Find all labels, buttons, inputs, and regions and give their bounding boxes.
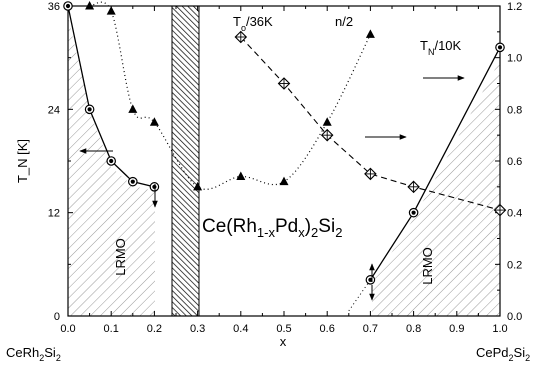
y-left-tick-label: 24 — [48, 104, 60, 116]
tn-point-core — [87, 107, 92, 112]
x-tick-label: 0.6 — [320, 323, 335, 335]
tn-point-core — [109, 158, 114, 164]
crossover-band — [171, 5, 200, 317]
x-tick-label: 0.1 — [104, 323, 119, 335]
n-point — [236, 171, 246, 180]
lrmo-label-left: LRMO — [113, 238, 128, 276]
x-tick-label: 0.8 — [406, 323, 421, 335]
x-tick-label: 0.4 — [233, 323, 248, 335]
x-tick-label: 0.2 — [147, 323, 162, 335]
x-tick-label: 0.5 — [276, 323, 291, 335]
y-left-tick-label: 0 — [54, 311, 60, 323]
tn-point-core — [152, 184, 157, 189]
n-point — [193, 181, 203, 191]
legend-tn: TN/10K — [420, 38, 462, 57]
tn-point-core — [65, 3, 71, 9]
y-right-tick-label: 0.4 — [507, 208, 522, 220]
y-left-tick-label: 36 — [48, 1, 60, 13]
y-left-tick-label: 12 — [48, 208, 60, 220]
y-right-tick-label: 0.6 — [507, 156, 522, 168]
tn-point-core — [497, 45, 503, 50]
chart-title: Ce(Rh1-xPdx)2Si2 — [202, 216, 342, 240]
lrmo-region-right — [372, 60, 500, 316]
tn-point-core — [130, 179, 135, 184]
lrmo-region-left — [68, 17, 155, 316]
t0-dashed-curve — [240, 36, 501, 211]
x-tick-label: 0.0 — [60, 323, 75, 335]
n-point — [149, 117, 159, 126]
n-point — [322, 117, 332, 126]
legend-n: n/2 — [335, 14, 353, 29]
n-point — [106, 6, 116, 15]
y-right-tick-label: 0.8 — [507, 104, 522, 116]
tn-point-core — [411, 210, 416, 215]
y-right-tick-label: 0.2 — [507, 259, 522, 271]
x-tick-label: 0.9 — [449, 323, 464, 335]
lrmo-label-right: LRMO — [420, 247, 435, 285]
n-point — [85, 1, 95, 10]
tn-point-core — [368, 277, 373, 282]
tn-dotted-tail — [348, 279, 371, 312]
n-point — [279, 176, 289, 186]
n-dotted-curve — [89, 1, 371, 190]
legend-t0: To/36K — [233, 14, 273, 33]
n-point — [128, 104, 138, 113]
end-label-right: CePd2Si2 — [476, 345, 530, 363]
n-point — [365, 29, 375, 38]
x-tick-label: 0.3 — [190, 323, 205, 335]
y-right-tick-label: 1.2 — [507, 1, 522, 13]
x-tick-label: 0.7 — [363, 323, 378, 335]
y-right-tick-label: 0.0 — [507, 311, 522, 323]
y-right-tick-label: 1.0 — [507, 53, 522, 65]
x-tick-label: 1.0 — [492, 323, 507, 335]
x-axis-label: x — [280, 334, 287, 349]
y-axis-label: T_N [K] — [15, 139, 30, 183]
end-label-left: CeRh2Si2 — [6, 345, 61, 363]
